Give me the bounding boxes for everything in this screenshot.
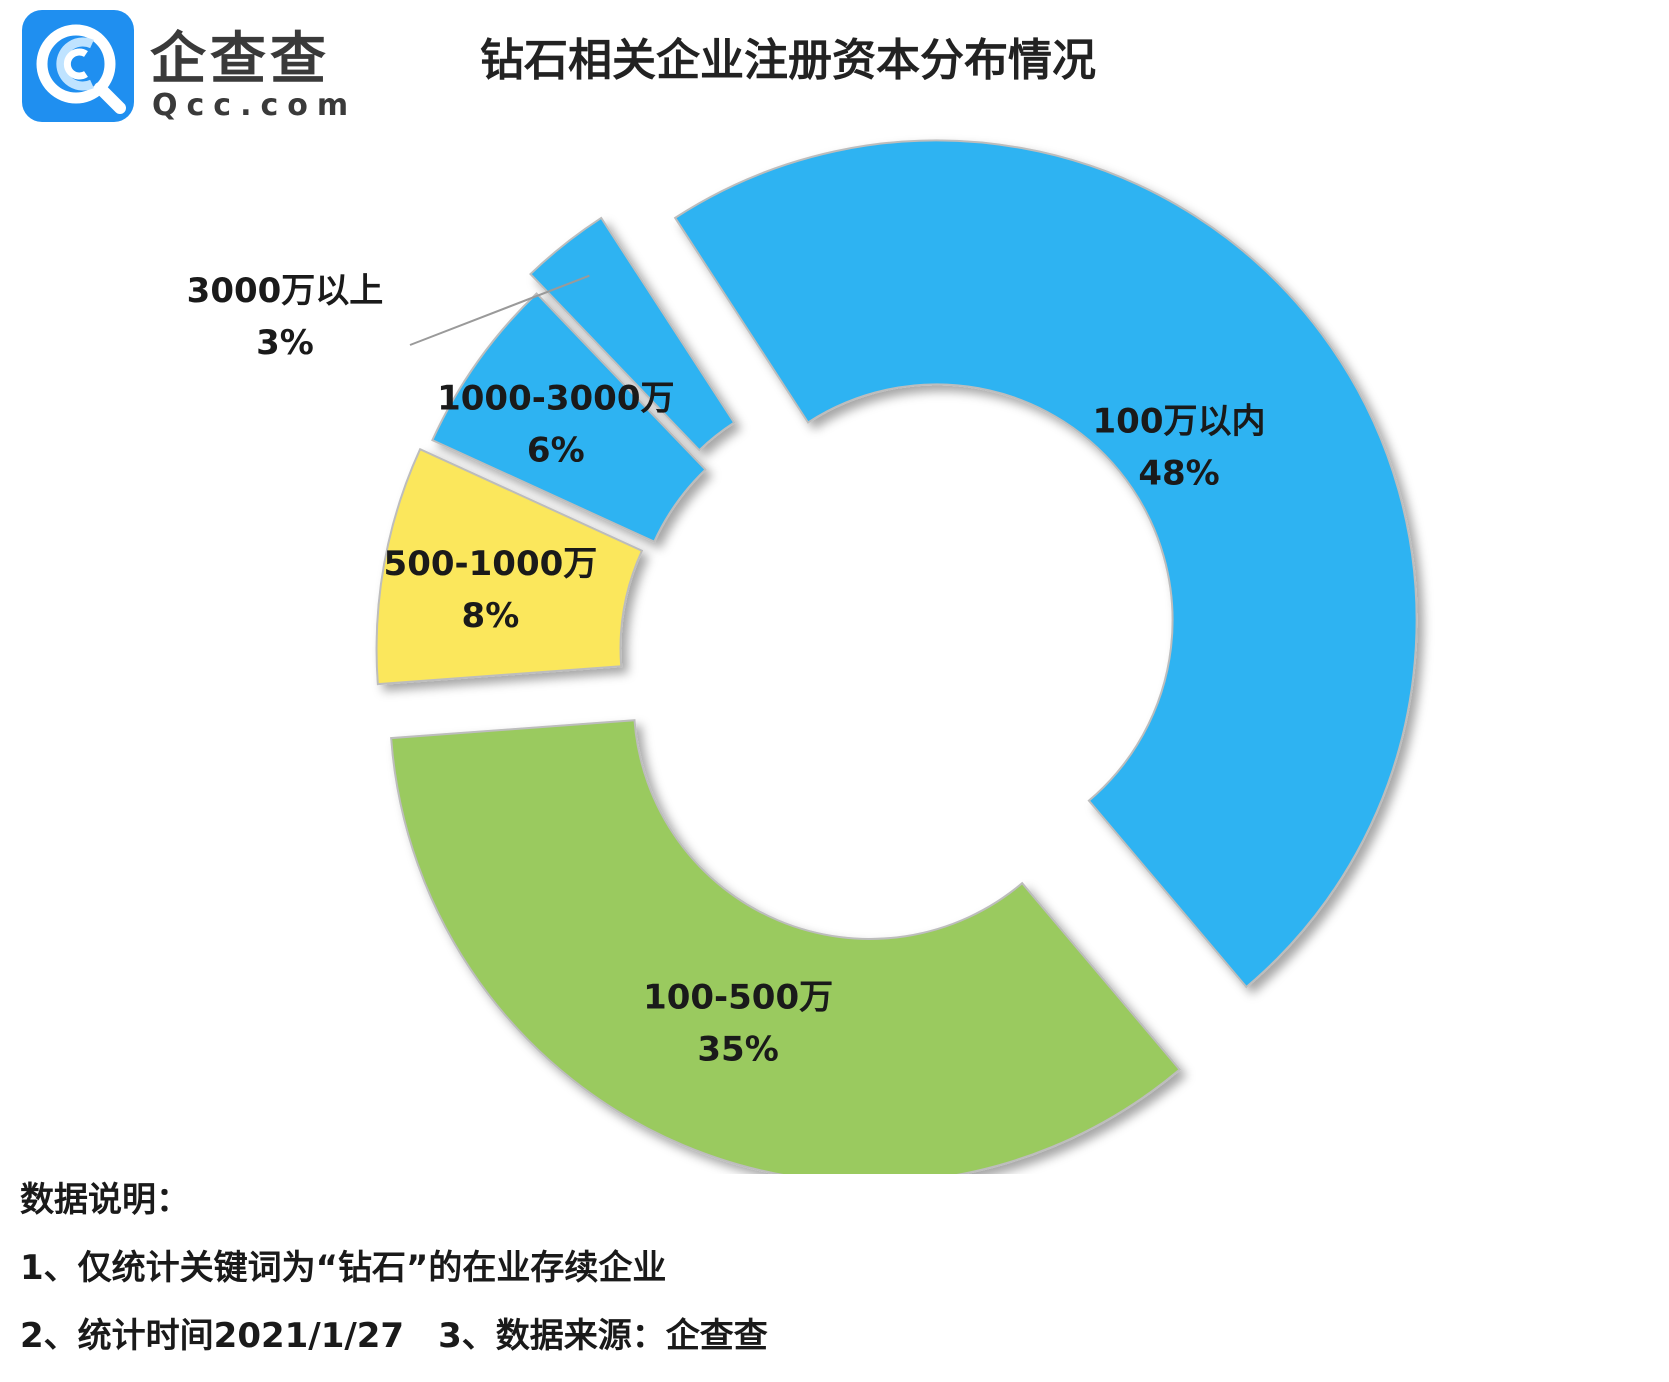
logo-icon: [22, 10, 134, 122]
slice-value-label: 35%: [697, 1029, 778, 1069]
data-notes: 数据说明： 1、仅统计关键词为“钻石”的在业存续企业 2、统计时间2021/1/…: [20, 1178, 768, 1382]
slice-labels: 100万以内 48% 100-500万 35% 500-1000万 8% 1000-3000…: [187, 271, 1266, 1069]
slice-value-label: 8%: [462, 596, 520, 636]
slice-category-label: 100-500万: [643, 977, 833, 1017]
logo-name: 企查查: [150, 27, 330, 92]
notes-heading: 数据说明：: [20, 1180, 190, 1220]
slice-4: [431, 292, 707, 544]
slice-value-label: 6%: [527, 430, 585, 470]
notes-line-2: 2、统计时间2021/1/27 3、数据来源：企查查: [20, 1316, 768, 1356]
slices: [375, 139, 1418, 1174]
logo-domain: Qcc.com: [152, 88, 358, 123]
leader-line: [409, 274, 590, 346]
slice-category-label: 1000-3000万: [437, 378, 674, 418]
notes-line-1: 1、仅统计关键词为“钻石”的在业存续企业: [20, 1248, 667, 1288]
slice-5: [529, 216, 736, 452]
slice-category-label: 3000万以上: [187, 271, 384, 311]
slice-1: [673, 139, 1418, 989]
slice-value-label: 3%: [256, 323, 314, 363]
slice-2: [390, 719, 1182, 1174]
chart-title: 钻石相关企业注册资本分布情况: [480, 35, 1096, 86]
donut-chart: 100万以内 48% 100-500万 35% 500-1000万 8% 1000-3000…: [187, 139, 1418, 1174]
slice-category-label: 500-1000万: [384, 544, 598, 584]
slice-value-label: 48%: [1138, 453, 1219, 493]
slice-category-label: 100万以内: [1093, 401, 1266, 441]
slice-3: [375, 447, 644, 686]
logo: 企查查 Qcc.com: [22, 10, 382, 130]
